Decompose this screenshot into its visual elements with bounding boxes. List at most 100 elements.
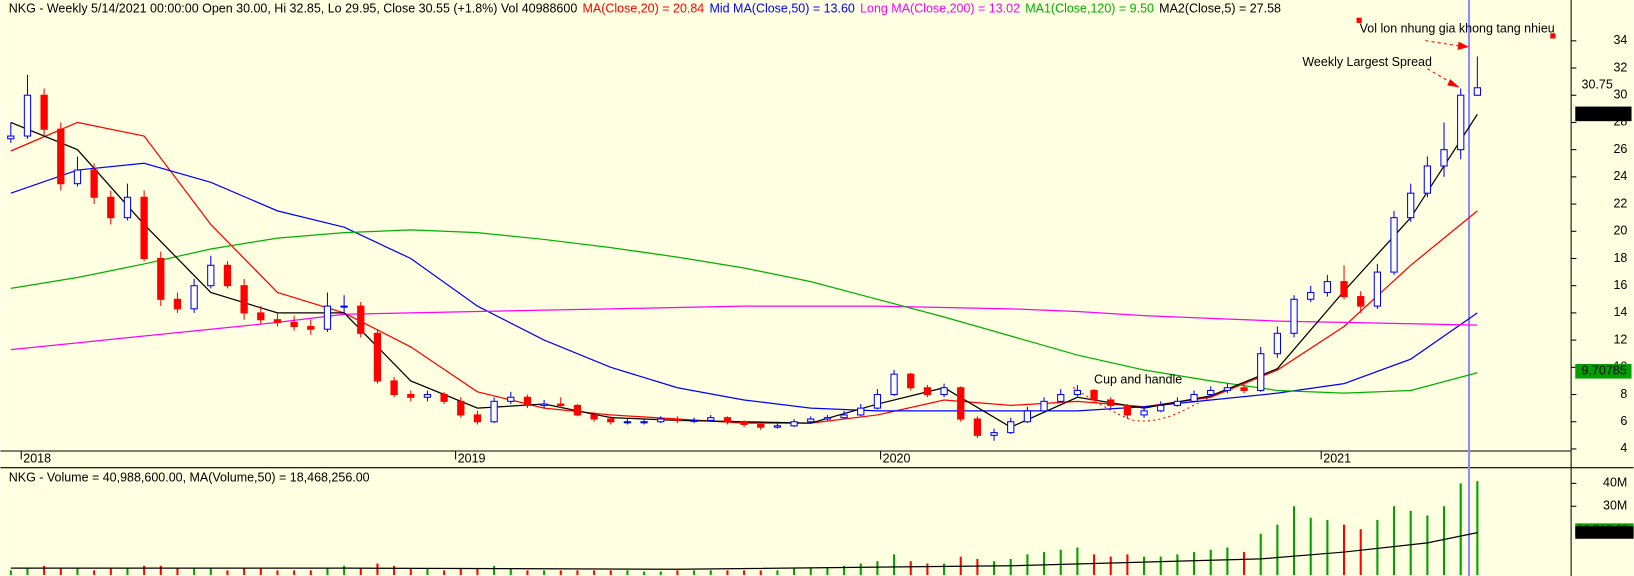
candle-body bbox=[1357, 296, 1365, 307]
candle-body bbox=[957, 387, 965, 420]
y-tick-label: 4 bbox=[1620, 441, 1627, 455]
x-tick-label: 2020 bbox=[883, 452, 911, 466]
candle-body bbox=[307, 325, 315, 330]
annotation-arrow bbox=[1425, 40, 1459, 47]
candle-body bbox=[1140, 410, 1148, 416]
candle-body bbox=[757, 423, 765, 428]
candle-body bbox=[457, 400, 465, 416]
candle-body bbox=[90, 169, 98, 198]
candle-body bbox=[973, 418, 982, 436]
y-tick-label: 12 bbox=[1613, 332, 1627, 346]
candle-body bbox=[1323, 281, 1332, 294]
candle-body bbox=[123, 196, 132, 219]
candle-body bbox=[657, 418, 665, 423]
marker bbox=[1550, 33, 1556, 39]
price-tag: 9.70785 bbox=[1582, 364, 1627, 378]
candle-body bbox=[890, 373, 898, 396]
y-tick-label: 34 bbox=[1613, 33, 1627, 47]
annotation: Weekly Largest Spread bbox=[1302, 55, 1432, 69]
candle-body bbox=[1223, 387, 1232, 391]
candle-body bbox=[857, 407, 865, 416]
candle-body bbox=[1207, 389, 1215, 396]
candle-body bbox=[73, 169, 82, 185]
candle-body bbox=[607, 418, 615, 423]
candle-body bbox=[273, 319, 282, 323]
candle-body bbox=[1090, 389, 1098, 401]
candle-body bbox=[1157, 404, 1165, 412]
candle-body bbox=[1440, 149, 1448, 167]
y-tick-label: 32 bbox=[1613, 60, 1627, 74]
candle-body bbox=[1107, 399, 1115, 406]
candle-body bbox=[907, 373, 915, 389]
candle-body bbox=[1240, 387, 1248, 391]
candle-body bbox=[840, 414, 848, 419]
candle-body bbox=[1190, 394, 1198, 402]
candle-body bbox=[1123, 404, 1132, 416]
candle-body bbox=[440, 394, 448, 402]
candle-body bbox=[373, 332, 382, 382]
candle-body bbox=[1290, 298, 1298, 334]
candle-body bbox=[873, 394, 882, 409]
ma-line bbox=[10, 229, 1478, 394]
candle-body bbox=[1473, 87, 1482, 96]
volume-tag: 18,530,36 bbox=[1577, 527, 1628, 539]
candle-body bbox=[1073, 389, 1082, 396]
y-tick-label: 18 bbox=[1613, 251, 1627, 265]
candle-body bbox=[540, 403, 548, 406]
volume-tag-box bbox=[1575, 526, 1634, 539]
legend-entry: MA1(Close,120) = 9.50 bbox=[1025, 2, 1154, 16]
annotation-arrow bbox=[1427, 68, 1453, 84]
candle-body bbox=[590, 414, 598, 420]
candle-body bbox=[640, 421, 648, 424]
x-tick-label: 2019 bbox=[458, 452, 486, 466]
candle-body bbox=[1057, 394, 1065, 402]
volume-ma-line bbox=[10, 531, 1478, 570]
marker bbox=[1356, 17, 1362, 23]
arrow-head bbox=[1447, 79, 1460, 88]
candle-body bbox=[1023, 410, 1032, 423]
candle-body bbox=[1040, 400, 1048, 412]
candle-body bbox=[1340, 281, 1348, 298]
candle-body bbox=[790, 421, 798, 427]
annotation: Vol lon nhung gia khong tang nhieu bbox=[1360, 21, 1555, 35]
candle-body bbox=[507, 396, 515, 402]
candle-body bbox=[23, 94, 32, 137]
cup-curve bbox=[1072, 387, 1230, 422]
price-tag-box bbox=[1575, 106, 1632, 122]
candle-body bbox=[323, 305, 332, 330]
candle-body bbox=[990, 432, 998, 436]
candle-body bbox=[473, 414, 482, 423]
x-tick-label: 2018 bbox=[23, 452, 51, 466]
y-tick-label: 6 bbox=[1620, 414, 1627, 428]
candle-body bbox=[240, 285, 248, 314]
chart-title: NKG - Volume = 40,988,600.00, MA(Volume,… bbox=[9, 470, 370, 484]
legend-entry: Long MA(Close,200) = 13.02 bbox=[860, 2, 1020, 16]
candle-body bbox=[923, 387, 932, 396]
candle-body bbox=[1373, 271, 1382, 307]
y-tick-label: 24 bbox=[1613, 169, 1627, 183]
annotation: Cup and handle bbox=[1094, 372, 1182, 386]
candle-body bbox=[407, 394, 415, 398]
candle-body bbox=[107, 196, 115, 219]
price-tag-box bbox=[1575, 364, 1632, 379]
y-tick-label: 16 bbox=[1613, 278, 1627, 292]
price-tag: 30.75 bbox=[1582, 77, 1613, 91]
candle-body bbox=[423, 394, 432, 398]
candle-body bbox=[40, 94, 48, 130]
arrow-head bbox=[1457, 41, 1470, 50]
chart-title: NKG - Weekly 5/14/2021 00:00:00 Open 30.… bbox=[9, 2, 578, 16]
y-tick-label: 40M bbox=[1603, 476, 1627, 490]
legend-entry: MA2(Close,5) = 27.58 bbox=[1159, 2, 1281, 16]
candle-body bbox=[173, 298, 182, 310]
legend-entry: Mid MA(Close,50) = 13.60 bbox=[709, 2, 854, 16]
candle-body bbox=[1173, 400, 1182, 406]
candle-body bbox=[523, 396, 532, 406]
candle-body bbox=[740, 421, 748, 425]
y-tick-label: 8 bbox=[1620, 387, 1627, 401]
candle-body bbox=[723, 417, 732, 423]
candle-body bbox=[340, 305, 348, 308]
candle-body bbox=[1407, 192, 1415, 219]
candle-body bbox=[1390, 217, 1398, 273]
